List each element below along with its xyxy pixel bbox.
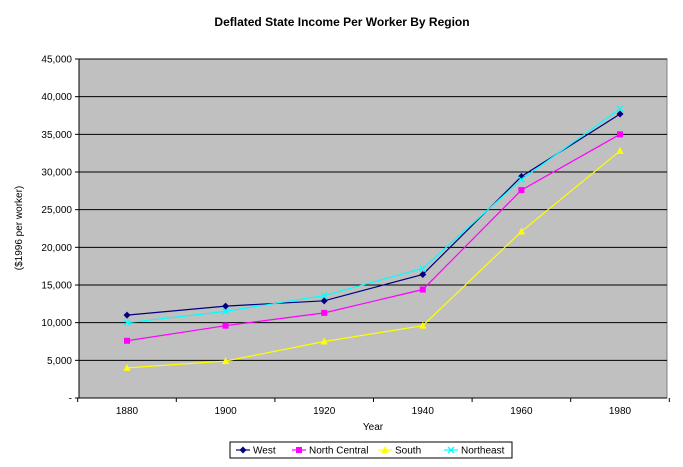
legend-label-north-central: North Central <box>309 446 368 457</box>
data-point-north-central <box>518 187 525 194</box>
y-tick-label: 40,000 <box>41 92 72 103</box>
y-tick-label: 30,000 <box>41 168 72 179</box>
data-point-south <box>616 146 624 154</box>
legend-marker-south <box>381 446 389 453</box>
x-marker-stroke <box>447 446 455 454</box>
x-marker-stroke <box>320 292 328 300</box>
data-point-north-central <box>222 322 229 329</box>
data-point-south <box>320 337 328 345</box>
legend-label-west: West <box>253 446 276 457</box>
y-tick-label: 45,000 <box>41 55 72 66</box>
series-line-south <box>126 150 621 369</box>
legend-box <box>229 441 513 459</box>
data-point-west <box>320 297 328 305</box>
x-tick-label: 1960 <box>510 406 533 417</box>
data-point-south <box>419 321 427 329</box>
x-marker-stroke <box>517 176 525 183</box>
x-tick-label: 1940 <box>412 406 435 417</box>
data-point-south <box>123 363 131 371</box>
data-point-west <box>616 110 624 118</box>
x-tick-label: 1880 <box>116 406 139 417</box>
y-tick-label: 20,000 <box>41 243 72 254</box>
series-line-north-central <box>126 133 621 342</box>
legend-marker-northeast <box>447 446 455 454</box>
series-line-northeast <box>126 108 621 324</box>
chart-title: Deflated State Income Per Worker By Regi… <box>214 15 469 29</box>
data-point-west <box>123 311 131 319</box>
x-marker-stroke <box>222 307 230 315</box>
data-point-northeast <box>123 319 131 327</box>
y-tick-label: 5,000 <box>47 356 72 367</box>
y-axis-ticks: - 5,000 10,000 15,000 20,000 25,000 30,000 35,0… <box>41 55 79 405</box>
series-line-west <box>126 113 621 316</box>
data-point-south <box>517 227 525 235</box>
x-marker-stroke <box>123 319 131 327</box>
x-marker-stroke <box>616 105 624 113</box>
legend-label-northeast: Northeast <box>461 446 505 457</box>
plot-area <box>78 58 668 399</box>
x-axis-label: Year <box>363 422 384 433</box>
x-tick-label: 1980 <box>609 406 632 417</box>
legend-label-south: South <box>395 446 421 457</box>
series-lines <box>126 108 621 369</box>
data-point-south <box>222 357 230 365</box>
legend-marker-west <box>239 446 247 454</box>
data-point-northeast <box>222 307 230 315</box>
x-tick-label: 1900 <box>214 406 237 417</box>
data-point-west <box>222 302 230 310</box>
data-point-north-central <box>419 286 426 293</box>
x-marker-stroke <box>419 264 427 272</box>
data-point-north-central <box>617 131 623 138</box>
data-point-west <box>419 270 427 278</box>
data-point-northeast <box>320 292 328 300</box>
data-point-northeast <box>517 176 525 183</box>
data-point-north-central <box>124 337 130 344</box>
data-point-north-central <box>321 309 328 316</box>
series-markers <box>123 105 624 371</box>
data-point-northeast <box>616 105 624 113</box>
y-tick-label: 15,000 <box>41 281 72 292</box>
y-tick-label: 35,000 <box>41 130 72 141</box>
legend: West North Central South Northeast <box>229 441 513 459</box>
y-tick-label: - <box>69 394 72 405</box>
x-axis-ticks: 1880 1900 1920 1940 1960 1980 <box>77 398 670 417</box>
y-tick-label: 25,000 <box>41 205 72 216</box>
gridlines <box>79 58 667 361</box>
y-axis-label: ($1996 per worker) <box>14 186 25 270</box>
y-tick-label: 10,000 <box>41 318 72 329</box>
legend-marker-north-central <box>296 447 302 453</box>
x-tick-label: 1920 <box>313 406 336 417</box>
data-point-northeast <box>419 264 427 272</box>
